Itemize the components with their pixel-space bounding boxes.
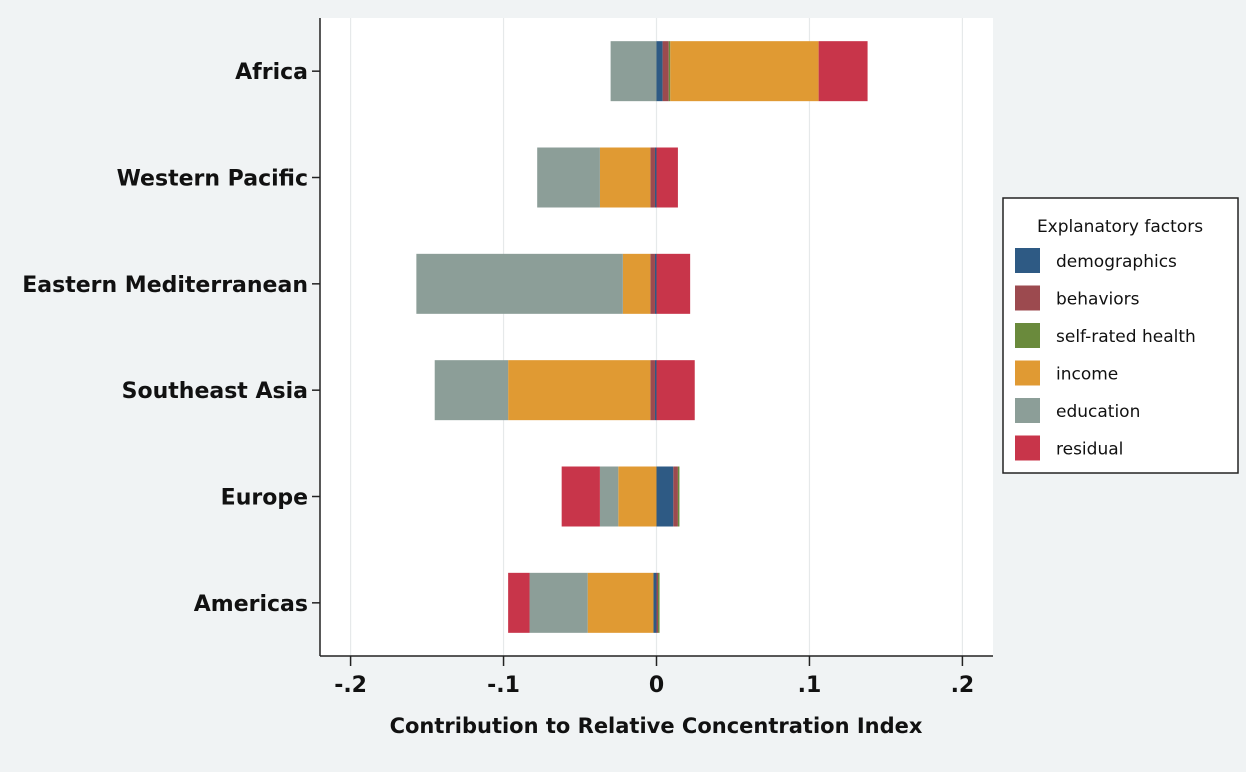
bar-segment-behaviors: [656, 572, 659, 633]
bar-segment-education: [416, 253, 623, 314]
bar-segment-residual: [508, 572, 530, 633]
bar-segment-income: [670, 41, 819, 102]
category-label: Africa: [235, 60, 308, 85]
bar-segment-residual: [561, 466, 600, 527]
x-tick-label: .1: [798, 673, 822, 698]
category-label: Americas: [194, 592, 308, 617]
legend-label: income: [1056, 365, 1118, 385]
legend-label: residual: [1056, 440, 1123, 460]
legend-swatch: [1015, 360, 1040, 386]
x-axis-title: Contribution to Relative Concentration I…: [390, 714, 923, 738]
bar-segment-behaviors: [650, 147, 655, 208]
bar-segment-self-rated-health: [658, 572, 660, 633]
bar-segment-education: [610, 41, 657, 102]
x-tick-label: 0: [649, 673, 664, 698]
x-tick-label: -.1: [487, 673, 520, 698]
bar-segment-demographics: [654, 147, 657, 208]
bar-segment-demographics: [653, 572, 657, 633]
bar-segment-education: [434, 360, 509, 421]
legend-swatch: [1015, 285, 1040, 311]
bar-segment-education: [537, 147, 600, 208]
bar-segment-residual: [818, 41, 868, 102]
legend: Explanatory factors demographics behavior…: [1002, 197, 1239, 474]
bar-segment-income: [622, 253, 651, 314]
bar-segment-demographics: [654, 253, 657, 314]
bar-segment-demographics: [654, 360, 657, 421]
bar-segment-demographics: [656, 41, 663, 102]
x-tick-labels: -.2 -.1 0 .1 .2: [334, 656, 974, 698]
x-tick-label: -.2: [334, 673, 367, 698]
bar-segment-self-rated-health: [668, 41, 671, 102]
legend-items: demographics behaviors self-rated health in…: [1015, 248, 1196, 461]
bar-segment-behaviors: [650, 253, 655, 314]
legend-box: [1002, 197, 1239, 474]
bar-segment-income: [508, 360, 651, 421]
legend-label: self-rated health: [1056, 327, 1196, 347]
legend-title: Explanatory factors: [1037, 217, 1203, 237]
legend-label: demographics: [1056, 252, 1177, 272]
bar-segment-education: [599, 466, 619, 527]
legend-swatch: [1015, 435, 1040, 461]
gridlines: [349, 18, 964, 656]
bar-segment-behaviors: [673, 466, 678, 527]
bar-segment-behaviors: [650, 360, 655, 421]
legend-swatch: [1015, 248, 1040, 273]
legend-swatch: [1015, 398, 1040, 423]
y-tick-labels: Africa Western Pacific Eastern Mediterrane…: [22, 60, 320, 617]
bar-segment-self-rated-health: [677, 466, 680, 527]
bar-segment-income: [587, 572, 654, 633]
legend-swatch: [1015, 323, 1040, 348]
category-label: Southeast Asia: [122, 379, 308, 404]
bar-segment-income: [618, 466, 657, 527]
bar-segment-residual: [656, 253, 691, 314]
bar-segment-residual: [656, 147, 678, 208]
bar-segment-residual: [656, 360, 695, 421]
category-label: Eastern Mediterranean: [22, 273, 308, 298]
bar-segment-education: [529, 572, 588, 633]
bar-segment-behaviors: [662, 41, 669, 102]
x-tick-label: .2: [951, 673, 975, 698]
bar-segment-demographics: [656, 466, 674, 527]
legend-label: behaviors: [1056, 290, 1140, 310]
legend-label: education: [1056, 402, 1140, 422]
bar-segment-income: [599, 147, 651, 208]
bars: [416, 41, 868, 633]
category-label: Western Pacific: [117, 167, 308, 192]
category-label: Europe: [221, 486, 308, 511]
